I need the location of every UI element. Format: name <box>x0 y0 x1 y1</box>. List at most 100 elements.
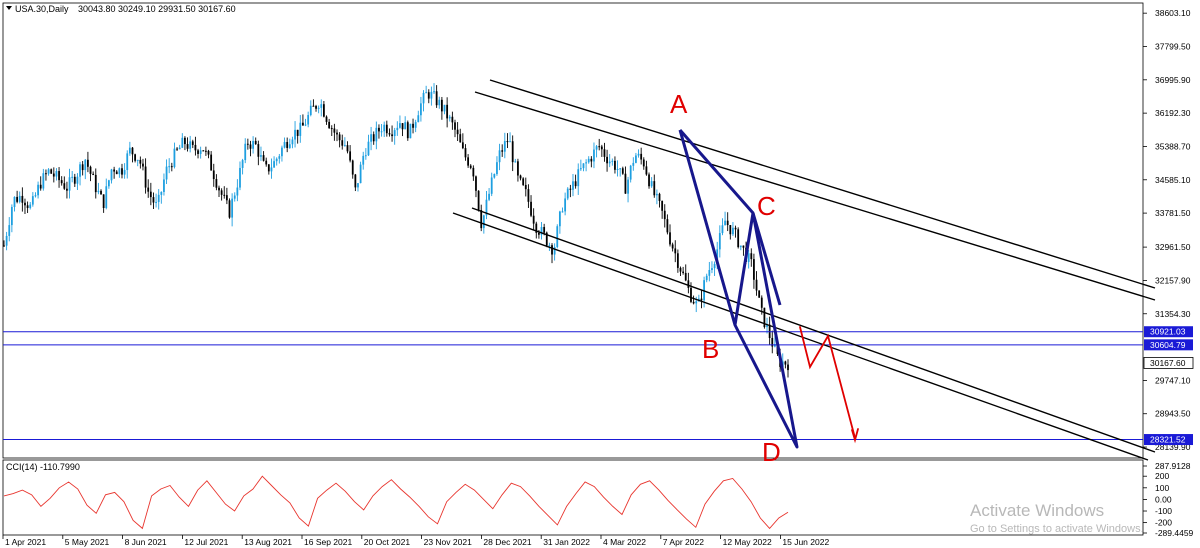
date-tick-label: 4 Mar 2022 <box>603 537 646 547</box>
candle-body <box>514 161 517 163</box>
cci-tick-label: 100 <box>1155 483 1169 493</box>
cci-tick-label: 287.9128 <box>1155 461 1191 471</box>
candle-body <box>564 198 567 212</box>
candle-body <box>173 148 176 168</box>
lower-channel-line-2[interactable] <box>452 212 1149 461</box>
candle-body <box>545 232 548 246</box>
candle-body <box>464 148 467 158</box>
candle-body <box>147 187 150 192</box>
date-tick-label: 20 Oct 2021 <box>364 537 411 547</box>
candle-body <box>254 140 257 145</box>
candle-body <box>309 105 312 116</box>
candle-body <box>351 160 354 175</box>
candle-body <box>170 166 173 168</box>
candle-body <box>635 155 637 163</box>
price-tick-label: 34585.10 <box>1155 175 1191 185</box>
watermark-subtitle: Go to Settings to activate Windows. <box>970 523 1144 535</box>
candle-body <box>711 268 713 271</box>
candle-body <box>420 103 422 116</box>
candle-body <box>163 179 165 192</box>
candle-body <box>551 245 553 255</box>
candle-body <box>621 168 624 174</box>
candle-body <box>417 115 420 123</box>
candle-body <box>343 145 346 147</box>
candle-body <box>296 129 299 136</box>
candle-body <box>304 124 307 126</box>
candle-body <box>548 245 551 247</box>
candle-body <box>498 150 501 163</box>
candle-body <box>176 148 178 150</box>
harmonic-pattern[interactable] <box>678 129 799 449</box>
candle-body <box>55 171 58 177</box>
date-tick-label: 1 Apr 2021 <box>5 537 46 547</box>
date-tick-label: 12 May 2022 <box>723 537 772 547</box>
cci-tick-label: 0.00 <box>1155 494 1172 504</box>
date-tick-label: 16 Sep 2021 <box>304 537 352 547</box>
candle-body <box>593 149 595 162</box>
date-tick-label: 23 Nov 2021 <box>424 537 472 547</box>
price-tick-label: 33781.50 <box>1155 208 1191 218</box>
candle-body <box>97 190 100 193</box>
candle-body <box>325 116 328 122</box>
projection-path[interactable] <box>799 326 856 439</box>
projection-drawing[interactable] <box>799 326 859 444</box>
candle-body <box>362 155 365 165</box>
candle-body <box>328 121 331 129</box>
candle-body <box>608 161 611 164</box>
candle-body <box>378 127 380 132</box>
pattern-a-c-leg[interactable] <box>678 129 755 214</box>
candle-body <box>241 160 244 168</box>
candle-body <box>729 225 732 235</box>
candle-body <box>322 104 325 117</box>
candle-body <box>763 307 766 328</box>
candle-body <box>585 162 588 164</box>
candle-body <box>84 159 87 171</box>
horizontal-levels[interactable]: 30921.03 30604.79 30167.60 28321.52 <box>3 326 1194 446</box>
pattern-c-d-bridge[interactable] <box>751 212 782 306</box>
candle-body <box>257 144 260 157</box>
price-tick-label: 32961.50 <box>1155 242 1191 252</box>
candle-body <box>113 169 116 172</box>
candle-body <box>679 267 682 272</box>
candle-body <box>739 245 742 248</box>
cci-tick-label: -100 <box>1155 506 1172 516</box>
candle-body <box>215 179 218 188</box>
candle-body <box>658 193 661 201</box>
cci-tick-label: -200 <box>1155 518 1172 528</box>
candle-body <box>692 301 695 304</box>
symbol-label: USA.30,Daily <box>15 4 69 14</box>
upper-channel-line-2[interactable] <box>474 91 1156 301</box>
candle-body <box>349 151 352 161</box>
projection-arrowhead[interactable] <box>851 428 859 444</box>
candle-body <box>79 164 81 177</box>
candle-body <box>477 190 480 211</box>
dropdown-triangle-icon[interactable] <box>6 6 12 10</box>
candle-body <box>136 159 139 161</box>
price-tick-label: 35388.70 <box>1155 141 1191 151</box>
date-tick-label: 7 Apr 2022 <box>663 537 704 547</box>
candle-body <box>674 248 677 254</box>
candle-body <box>204 150 207 152</box>
candle-body <box>157 194 160 202</box>
trend-channels[interactable] <box>452 79 1156 461</box>
candle-body <box>315 106 317 109</box>
candle-body <box>624 173 627 194</box>
candle-body <box>524 184 527 190</box>
candle-body <box>260 155 262 157</box>
candle-body <box>21 195 24 203</box>
candle-body <box>123 170 126 175</box>
candle-body <box>39 184 42 189</box>
date-tick-label: 5 May 2021 <box>65 537 110 547</box>
candle-body <box>606 156 608 164</box>
candle-body <box>566 188 569 199</box>
upper-channel-line-1[interactable] <box>489 79 1156 289</box>
candle-body <box>766 324 768 328</box>
level-price-tag <box>1144 326 1193 338</box>
candle-body <box>291 139 294 145</box>
candle-body <box>412 123 414 128</box>
candle-body <box>52 173 55 177</box>
candle-body <box>210 154 213 171</box>
lower-channel-line-1[interactable] <box>471 207 1156 453</box>
candle-body <box>354 174 357 188</box>
